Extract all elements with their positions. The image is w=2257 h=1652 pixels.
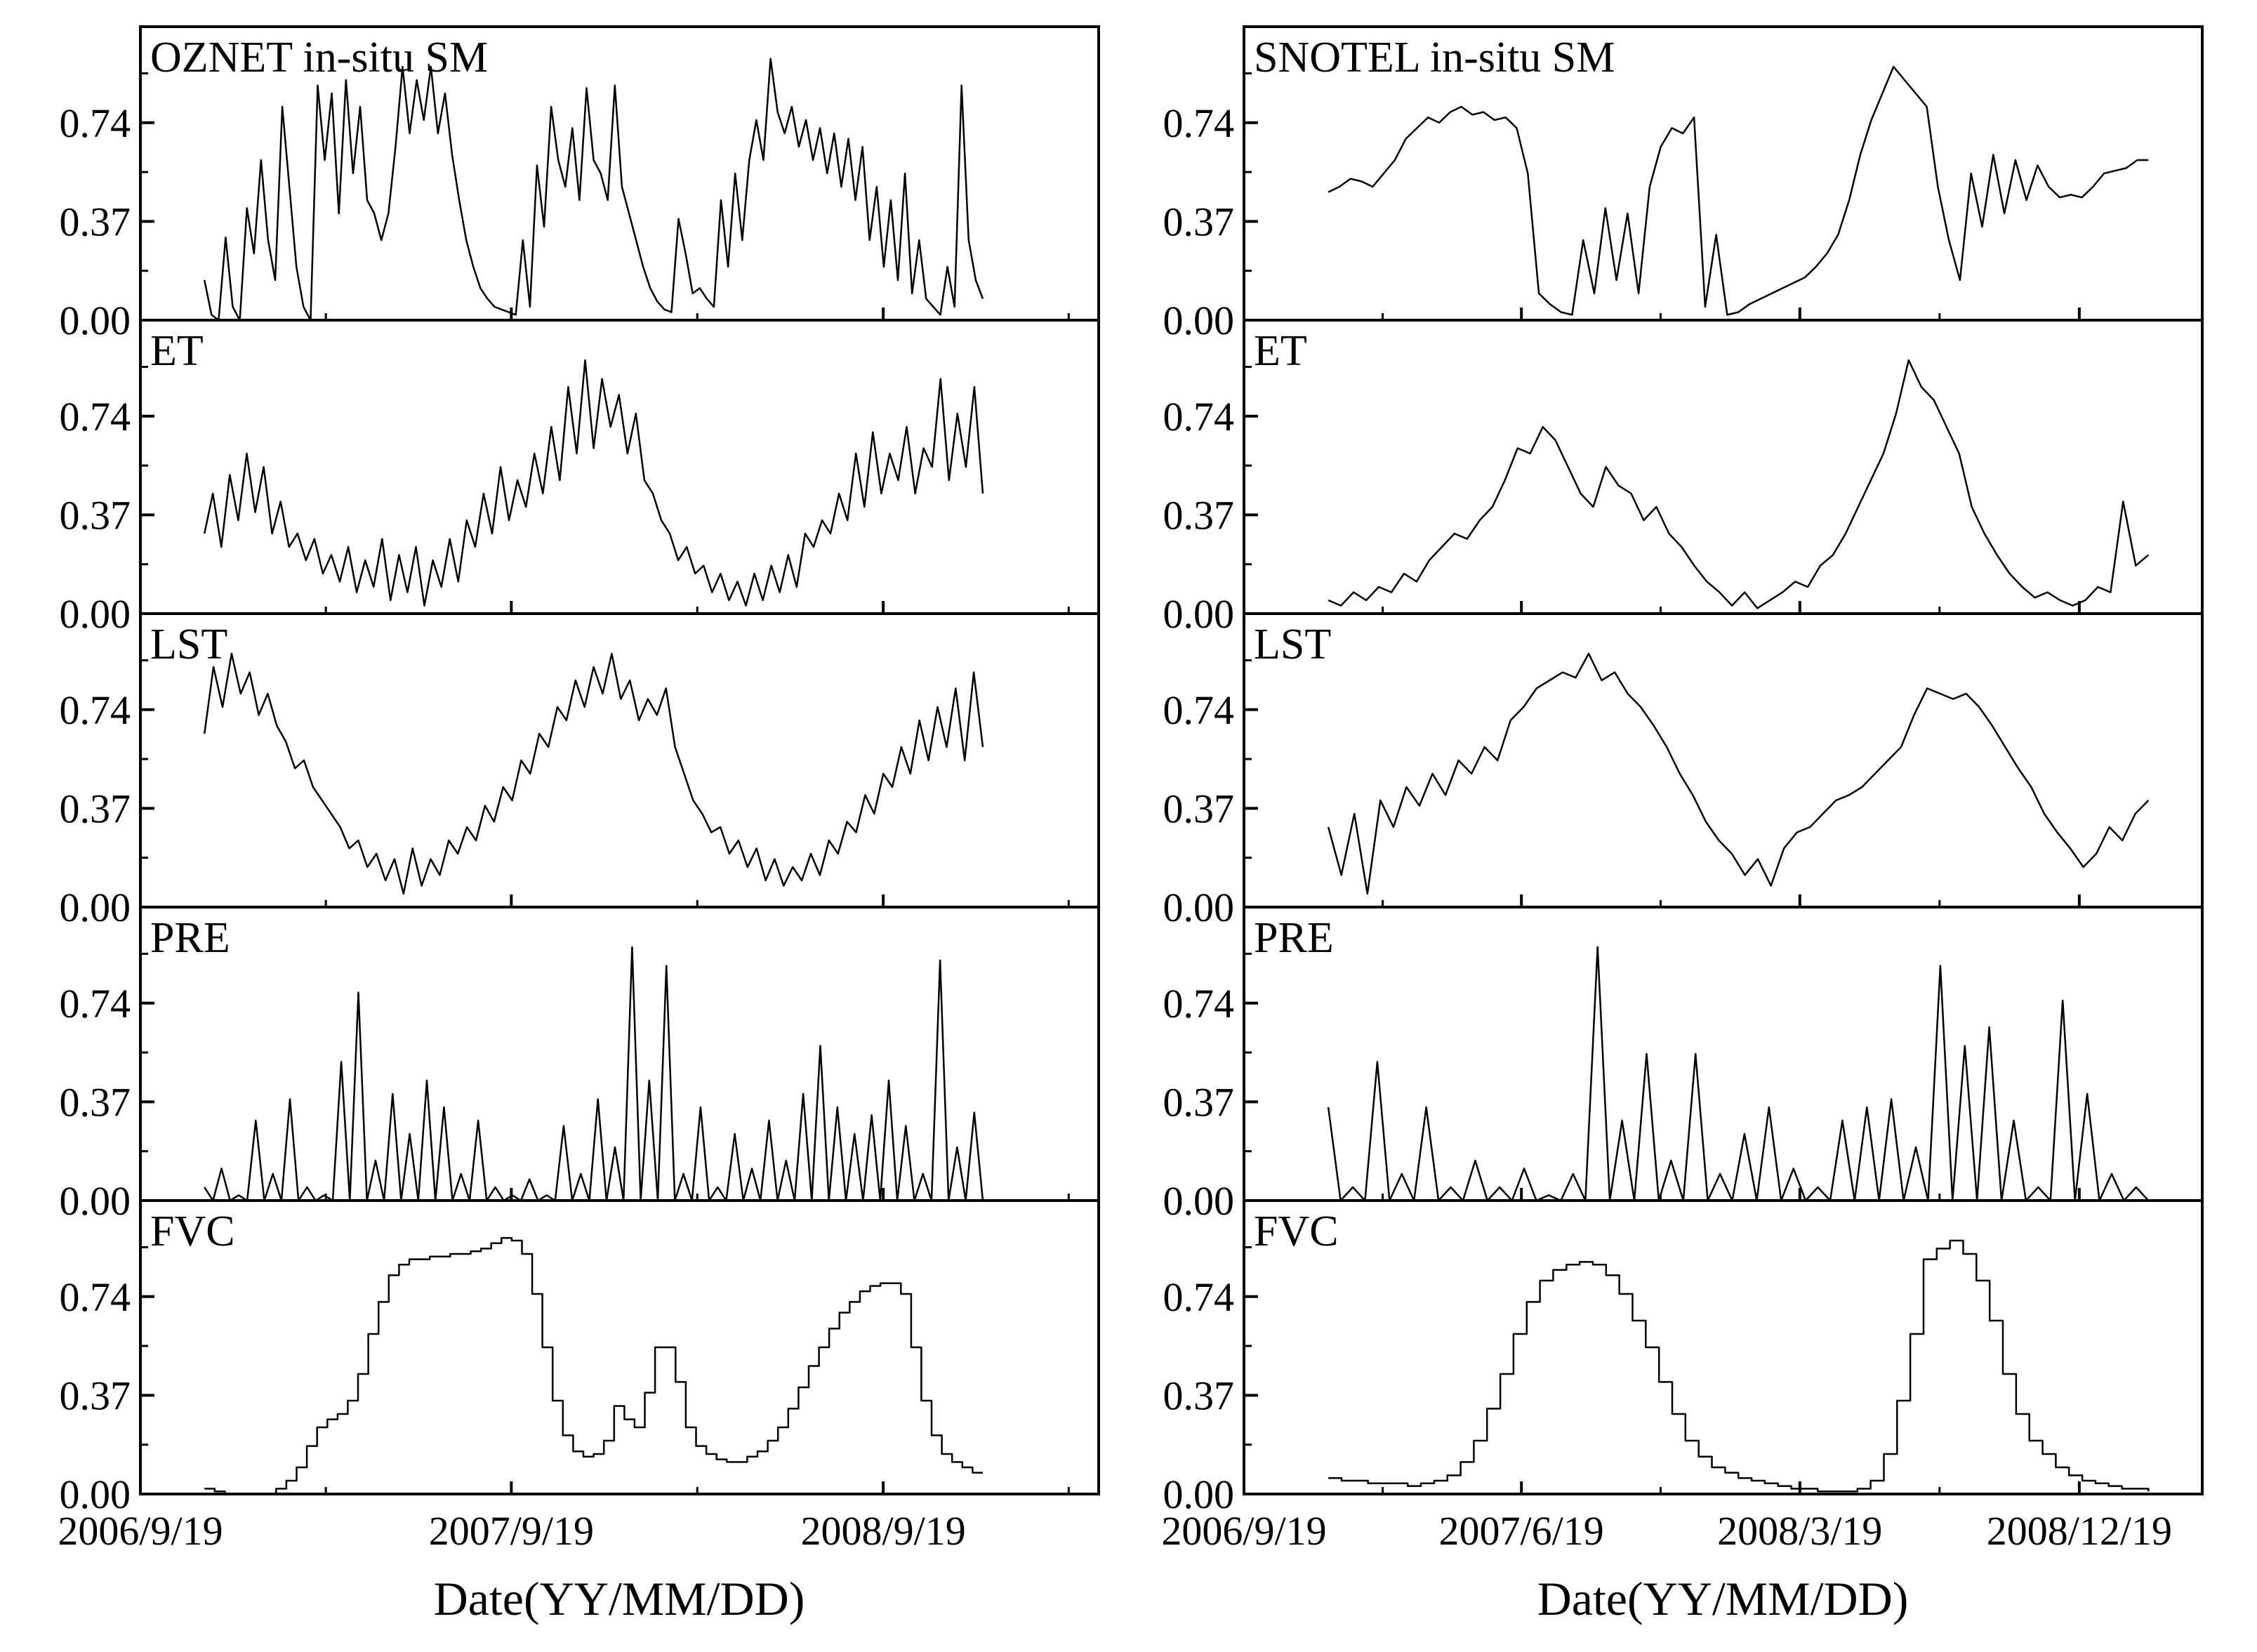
y-tick-label: 0.37 (1163, 1079, 1235, 1125)
x-axis-title-right: Date(YY/MM/DD) (1537, 1572, 1909, 1625)
y-tick-label: 0.74 (1163, 100, 1235, 146)
y-tick-label: 0.37 (60, 1079, 131, 1125)
y-tick-label: 0.37 (1163, 1373, 1235, 1418)
y-tick-label: 0.00 (60, 298, 131, 343)
y-tick-label: 0.74 (60, 100, 131, 146)
panel-title: FVC (150, 1208, 235, 1255)
y-tick-label: 0.00 (1163, 591, 1235, 637)
panel-frame (1243, 1199, 2204, 1495)
x-tick-label: 2006/9/19 (58, 1508, 223, 1554)
series-line-et (1328, 359, 2150, 609)
y-tick-label: 0.74 (1163, 687, 1235, 733)
series-line-snotel-in-situ-sm (1328, 65, 2149, 316)
right-column-panels: 0.00 0.37 0.74 SNOTEL in-situ SM 0.00 0.37 0.7… (1161, 25, 2204, 1554)
y-tick-label: 0.37 (1163, 786, 1235, 831)
left-column-panels: 0.00 0.37 0.74 OZNET in-situ SM 0.00 0.37 0.74… (58, 25, 1100, 1554)
series-line-fvc (1328, 1239, 2150, 1493)
y-tick-label: 0.00 (60, 1178, 131, 1224)
panel-title: ET (150, 327, 204, 375)
y-tick-label: 0.37 (60, 1373, 131, 1418)
x-axis-title-left: Date(YY/MM/DD) (434, 1572, 805, 1625)
y-tick-label: 0.00 (1163, 298, 1235, 343)
panel-title: FVC (1254, 1208, 1339, 1255)
series-line-pre (1327, 946, 2150, 1202)
series-line-oznet-in-situ-sm (203, 58, 984, 322)
x-tick-label: 2008/3/19 (1717, 1508, 1882, 1554)
series-line-fvc (204, 1236, 983, 1495)
y-tick-label: 0.74 (60, 1274, 131, 1320)
panel-frame (139, 1199, 1100, 1495)
y-tick-label: 0.00 (60, 1472, 131, 1517)
y-tick-label: 0.74 (1163, 1274, 1235, 1320)
series-line-lst (1327, 652, 2150, 895)
panel-title: LST (1254, 621, 1331, 668)
series-line-pre (204, 946, 984, 1202)
y-tick-label: 0.74 (1163, 981, 1235, 1026)
y-tick-label: 0.00 (1163, 885, 1235, 930)
y-tick-label: 0.37 (60, 492, 131, 538)
panel-title: ET (1254, 327, 1307, 375)
y-tick-label: 0.00 (60, 885, 131, 930)
y-tick-label: 0.74 (60, 981, 131, 1026)
series-line-et (203, 359, 984, 607)
y-tick-label: 0.74 (60, 394, 131, 440)
panel-title: OZNET in-situ SM (150, 34, 488, 81)
y-tick-label: 0.37 (60, 199, 131, 244)
series-line-lst (203, 652, 984, 895)
panel-title: LST (150, 621, 227, 668)
panel-title: PRE (150, 914, 230, 962)
y-tick-label: 0.74 (1163, 394, 1235, 440)
y-tick-label: 0.37 (1163, 199, 1235, 244)
x-tick-label: 2008/9/19 (801, 1508, 966, 1554)
y-tick-label: 0.00 (1163, 1472, 1235, 1517)
y-tick-label: 0.00 (60, 591, 131, 637)
y-tick-label: 0.74 (60, 687, 131, 733)
x-tick-label: 2006/9/19 (1161, 1508, 1326, 1554)
panel-title: PRE (1254, 914, 1334, 962)
x-tick-label: 2007/6/19 (1439, 1508, 1604, 1554)
x-tick-label: 2007/9/19 (429, 1508, 594, 1554)
panel-title: SNOTEL in-situ SM (1254, 34, 1615, 81)
y-tick-label: 0.00 (1163, 1178, 1235, 1224)
y-tick-label: 0.37 (1163, 492, 1235, 538)
y-tick-label: 0.37 (60, 786, 131, 831)
x-tick-label: 2008/12/19 (1987, 1508, 2172, 1554)
